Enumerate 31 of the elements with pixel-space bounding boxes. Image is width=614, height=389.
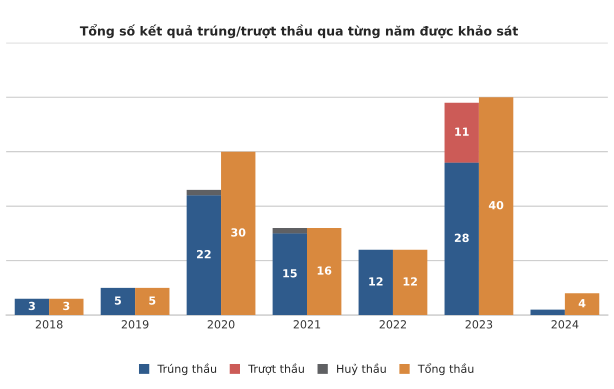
bar [272,228,307,234]
data-label: 11 [455,128,469,136]
data-label: 12 [369,277,383,286]
data-label: 4 [578,299,586,308]
legend-label: Huỷ thầu [337,363,386,376]
data-label: 15 [283,269,297,278]
x-tick-label: 2018 [36,320,62,329]
data-label: 28 [454,234,469,242]
bar [564,293,600,316]
data-label: 3 [63,302,70,310]
legend-label: Trượt thầu [248,363,304,375]
x-tick-label: 2021 [294,320,320,329]
x-tick-label: 2020 [208,320,234,329]
x-tick-label: 2023 [466,320,492,329]
legend-label: Trúng thầu [157,363,216,376]
legend-label: Tổng thầu [418,363,474,376]
data-label: 12 [404,277,417,286]
x-tick-label: 2022 [380,320,406,329]
data-label: 30 [231,228,246,237]
x-tick-label: 2024 [552,320,578,329]
data-label: 5 [114,296,121,305]
data-label: 5 [149,296,156,305]
bar [444,102,479,163]
bar [186,190,222,196]
bar [530,310,565,316]
x-tick-label: 2019 [122,320,148,329]
data-label: 16 [318,266,332,275]
data-label: 22 [196,250,211,258]
data-label: 40 [488,200,504,210]
chart-title: Tổng số kết quả trúng/trượt thầu qua từng năm được khảo sát [80,24,518,38]
data-label: 3 [28,302,35,310]
